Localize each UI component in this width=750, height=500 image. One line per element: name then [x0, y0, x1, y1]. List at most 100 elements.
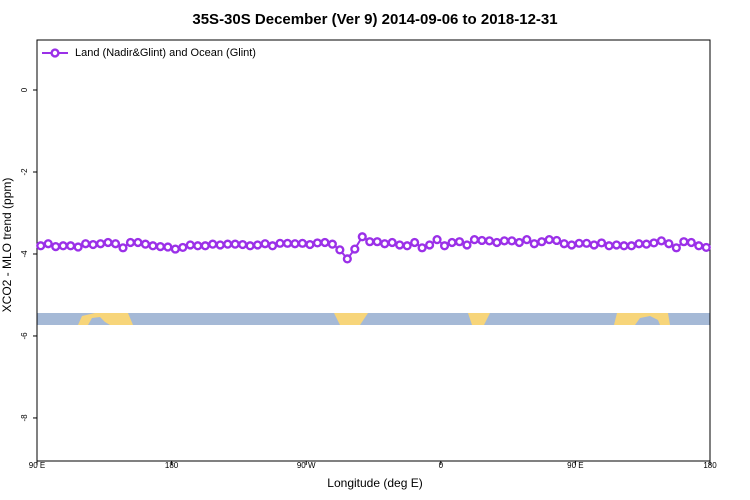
- data-point: [649, 238, 659, 248]
- data-point: [133, 237, 143, 248]
- data-point: [297, 238, 308, 248]
- data-point: [342, 254, 352, 264]
- y-tick-label: -6: [20, 332, 29, 340]
- data-point: [492, 237, 502, 248]
- data-point: [260, 239, 270, 249]
- data-point: [215, 240, 225, 250]
- data-point: [634, 239, 644, 249]
- map-strip: [37, 313, 710, 325]
- data-point: [395, 240, 405, 250]
- data-point: [701, 242, 711, 253]
- data-point: [529, 239, 539, 249]
- data-point: [522, 235, 532, 245]
- data-point: [208, 239, 218, 249]
- chart-title: 35S-30S December (Ver 9) 2014-09-06 to 2…: [192, 11, 557, 28]
- data-point: [499, 236, 509, 246]
- data-point: [267, 241, 278, 251]
- data-point: [223, 239, 233, 249]
- data-point: [103, 237, 113, 248]
- data-point: [664, 239, 674, 249]
- data-point: [290, 239, 300, 249]
- data-point: [245, 241, 255, 251]
- data-point: [185, 240, 195, 250]
- legend-marker: [50, 48, 60, 58]
- data-point: [148, 241, 158, 251]
- data-point: [402, 241, 412, 251]
- data-point: [611, 240, 622, 250]
- data-point: [238, 239, 248, 250]
- data-point: [305, 239, 315, 250]
- data-point: [424, 240, 435, 250]
- data-point: [350, 244, 360, 254]
- data-point: [275, 238, 285, 248]
- data-point: [477, 235, 487, 246]
- data-point: [312, 238, 323, 248]
- data-point: [357, 232, 367, 242]
- x-tick-label: 90 E: [29, 461, 45, 470]
- x-tick-label: 90 E: [567, 461, 583, 470]
- x-axis-label: Longitude (deg E): [327, 476, 422, 490]
- data-point: [73, 242, 83, 252]
- data-point: [447, 237, 457, 248]
- data-point: [537, 237, 547, 247]
- data-point: [372, 237, 382, 247]
- y-tick-label: -4: [20, 250, 29, 258]
- data-point: [155, 242, 165, 252]
- data-point: [432, 235, 442, 245]
- data-point: [327, 239, 337, 249]
- data-point: [641, 239, 652, 249]
- data-point: [686, 237, 696, 248]
- data-point: [335, 245, 345, 255]
- data-point: [66, 241, 76, 251]
- x-tick-label: 180: [703, 461, 717, 470]
- x-tick-label: 180: [165, 461, 179, 470]
- data-point: [282, 238, 293, 248]
- data-point: [193, 241, 203, 251]
- plot-frame: [36, 39, 711, 462]
- legend-label: Land (Nadir&Glint) and Ocean (Glint): [75, 47, 256, 59]
- data-point: [417, 243, 427, 253]
- data-point: [163, 242, 173, 252]
- data-point: [514, 237, 524, 248]
- data-point: [574, 238, 584, 248]
- y-axis-label: XCO2 - MLO trend (ppm): [0, 178, 14, 313]
- data-point: [51, 242, 61, 252]
- data-point: [320, 237, 330, 248]
- data-point: [380, 239, 390, 249]
- data-point: [462, 240, 472, 250]
- data-point: [170, 244, 180, 254]
- data-point: [656, 236, 666, 246]
- data-point: [454, 237, 465, 247]
- y-tick-label: -2: [20, 168, 29, 176]
- x-tick-label: 0: [439, 461, 444, 470]
- data-point: [694, 241, 704, 251]
- x-tick-label: 90 W: [297, 461, 316, 470]
- data-point: [439, 241, 450, 251]
- data-point: [81, 239, 91, 249]
- data-point: [43, 239, 53, 249]
- data-point: [118, 243, 128, 253]
- data-point: [596, 238, 607, 248]
- data-point: [589, 240, 599, 250]
- data-point: [200, 241, 210, 251]
- data-point: [140, 239, 151, 249]
- data-point: [507, 236, 517, 246]
- data-point: [125, 237, 136, 248]
- y-tick-label: -8: [20, 414, 29, 422]
- data-point: [178, 242, 188, 253]
- data-point: [484, 236, 495, 246]
- data-point: [567, 240, 577, 250]
- data-point: [544, 235, 554, 245]
- data-point: [559, 239, 569, 249]
- data-point: [552, 235, 562, 246]
- data-point: [95, 239, 106, 249]
- data-point: [36, 241, 46, 251]
- data-point: [365, 237, 375, 247]
- data-point: [387, 237, 397, 248]
- data-point: [230, 239, 240, 249]
- data-point: [626, 241, 637, 251]
- data-point: [410, 237, 420, 248]
- data-point: [619, 241, 629, 251]
